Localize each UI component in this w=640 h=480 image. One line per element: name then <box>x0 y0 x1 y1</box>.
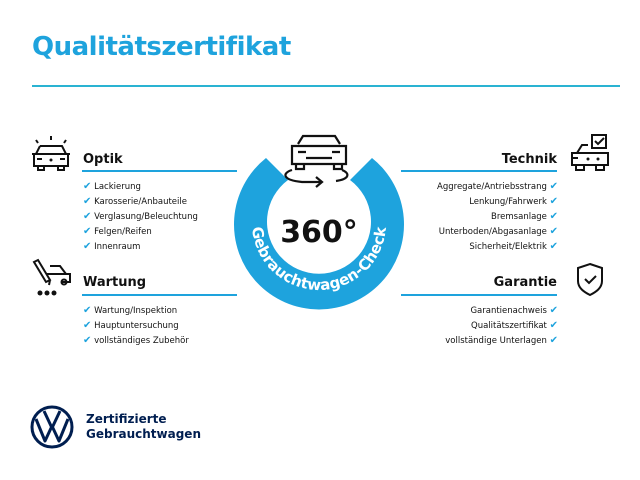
check-icon: ✔ <box>549 195 558 207</box>
page-title: Qualitätszertifikat <box>32 32 291 62</box>
list-item: ✔ Innenraum <box>83 240 141 252</box>
list-item: ✔ Verglasung/Beleuchtung <box>83 210 198 222</box>
title-divider <box>32 85 620 87</box>
list-item: Sicherheit/Elektrik ✔ <box>469 240 558 252</box>
section-divider <box>401 294 557 296</box>
check-icon: ✔ <box>83 181 92 192</box>
section-divider <box>82 294 237 296</box>
section-divider <box>401 170 557 172</box>
section-heading-optik: Optik <box>83 152 123 167</box>
car-rotate-icon <box>284 134 349 188</box>
check-icon: ✔ <box>83 225 92 237</box>
shield-check-icon <box>577 262 603 297</box>
service-car-icon <box>32 258 71 296</box>
brand-text: Zertifizierte Gebrauchtwagen <box>86 412 201 441</box>
section-heading-technik: Technik <box>501 152 557 167</box>
list-item: ✔ Karosserie/Anbauteile <box>83 195 187 207</box>
check-icon: ✔ <box>549 305 558 316</box>
list-item: Lenkung/Fahrwerk ✔ <box>469 195 558 207</box>
check-icon: ✔ <box>549 319 558 331</box>
check-icon: ✔ <box>549 334 558 346</box>
list-item: ✔ Lackierung <box>83 181 141 192</box>
list-item: Bremsanlage ✔ <box>491 210 558 222</box>
list-item: ✔ Hauptuntersuchung <box>83 319 179 331</box>
check-icon: ✔ <box>83 195 92 207</box>
optik-list: ✔ Lackierung ✔ Karosserie/Anbauteile ✔ V… <box>83 180 198 255</box>
list-item: ✔ vollständiges Zubehör <box>83 334 189 346</box>
car-check-icon <box>571 134 609 171</box>
section-heading-garantie: Garantie <box>493 275 557 290</box>
list-item: ✔ Felgen/Reifen <box>83 225 152 237</box>
section-divider <box>82 170 237 172</box>
garantie-list: Garantienachweis ✔ Qualitätszertifikat ✔… <box>445 304 558 349</box>
wartung-list: ✔ Wartung/Inspektion ✔ Hauptuntersuchung… <box>83 304 189 349</box>
check-icon: ✔ <box>549 240 558 252</box>
check-icon: ✔ <box>83 210 92 222</box>
check-icon: ✔ <box>549 225 558 237</box>
check-icon: ✔ <box>549 210 558 222</box>
list-item: Aggregate/Antriebsstrang ✔ <box>437 181 558 192</box>
vw-logo-icon <box>30 405 74 449</box>
360-check-badge: 360° Gebrauchtwagen-Check <box>234 134 404 310</box>
technik-list: Aggregate/Antriebsstrang ✔ Lenkung/Fahrw… <box>437 180 558 255</box>
list-item: Unterboden/Abgasanlage ✔ <box>438 225 558 237</box>
check-icon: ✔ <box>83 319 92 331</box>
section-heading-wartung: Wartung <box>83 275 147 290</box>
check-icon: ✔ <box>83 334 92 346</box>
list-item: vollständige Unterlagen ✔ <box>445 334 558 346</box>
check-icon: ✔ <box>83 240 92 252</box>
list-item: Qualitätszertifikat ✔ <box>471 319 558 331</box>
check-icon: ✔ <box>83 305 92 316</box>
check-icon: ✔ <box>549 181 558 192</box>
list-item: ✔ Wartung/Inspektion <box>83 305 178 316</box>
badge-360-text: 360° <box>280 215 358 250</box>
ring <box>234 158 404 310</box>
car-lights-icon <box>32 136 70 171</box>
list-item: Garantienachweis ✔ <box>470 305 558 316</box>
